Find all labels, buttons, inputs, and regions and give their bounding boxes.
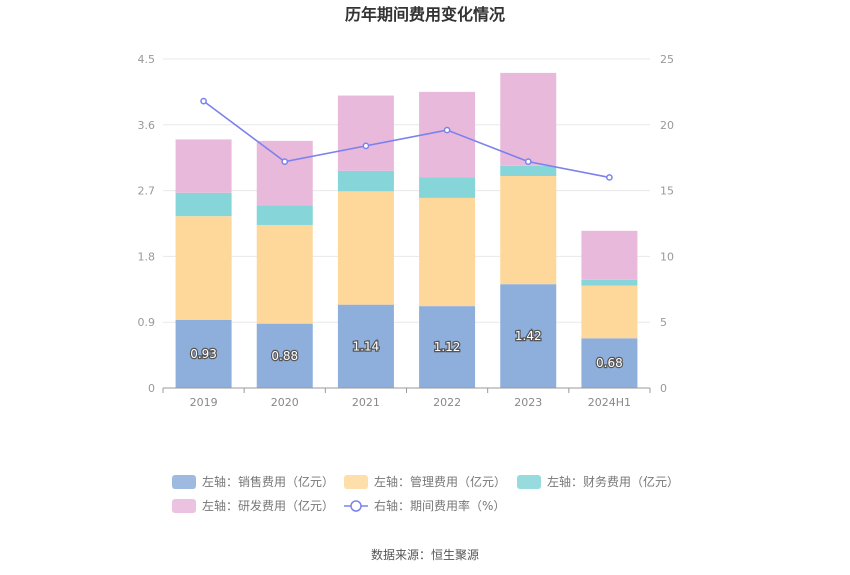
y-right-tick-label: 5 (660, 316, 667, 329)
legend-label: 左轴：研发费用（亿元） (202, 498, 334, 513)
bar-segment (337, 304, 394, 388)
data-source: 数据来源：恒生聚源 (371, 547, 479, 562)
bar-value-label: 1.12 (434, 340, 461, 354)
y-left-tick-label: 2.7 (138, 185, 156, 198)
line-point (281, 158, 289, 165)
bar-value-label: 0.88 (271, 349, 298, 363)
y-left-tick-label: 4.5 (138, 53, 156, 66)
bar-value-label: 1.14 (353, 339, 380, 353)
line-point (443, 126, 451, 134)
line-point (362, 142, 370, 150)
bar-value-label: 0.68 (596, 356, 623, 370)
x-tick-label: 2022 (433, 396, 461, 409)
bar-segment (500, 284, 557, 388)
y-right-tick-label: 15 (660, 185, 674, 198)
bar-segment (500, 165, 557, 176)
legend-swatch (172, 499, 196, 513)
y-right-tick-label: 25 (660, 53, 674, 66)
chart-title: 历年期间费用变化情况 (345, 5, 505, 24)
bar-segment (256, 140, 313, 206)
legend-swatch (344, 475, 368, 489)
x-tick-label: 2021 (352, 396, 380, 409)
bar-segment (419, 306, 476, 388)
bar-segment (581, 230, 638, 280)
legend-label: 左轴：财务费用（亿元） (547, 474, 679, 489)
bar-segment (175, 139, 232, 193)
bar-segment (337, 191, 394, 305)
bar-value-label: 1.42 (515, 329, 542, 343)
y-left-tick-label: 0.9 (138, 316, 156, 329)
y-left-tick-label: 1.8 (138, 250, 156, 263)
bar-segment (419, 177, 476, 198)
line-point (606, 174, 613, 181)
x-tick-label: 2024H1 (588, 396, 631, 409)
grid-layer (163, 58, 650, 323)
legend-swatch (517, 475, 541, 489)
bar-segment (175, 320, 232, 388)
labels-layer: 0.93 0.88 1.14 1.12 1.42 0.68 (189, 328, 624, 371)
legend-label: 左轴：管理费用（亿元） (374, 474, 506, 489)
bar-segment (581, 285, 638, 339)
bars-layer (175, 72, 638, 388)
bar-value-label: 0.93 (190, 347, 217, 361)
legend-swatch-marker (350, 500, 362, 512)
x-tick-label: 2023 (514, 396, 542, 409)
x-tick-label: 2019 (190, 396, 218, 409)
bar-segment (500, 175, 557, 285)
bar-segment (581, 279, 638, 286)
line-layer (200, 97, 613, 181)
line-point (524, 158, 532, 165)
legend-swatch (172, 475, 196, 489)
bar-segment (256, 224, 313, 324)
line-point (200, 97, 207, 105)
legend: 左轴：销售费用（亿元） 左轴：管理费用（亿元） 左轴：财务费用（亿元） 左轴：研发费用… (172, 474, 679, 513)
bar-segment (500, 72, 557, 166)
bar-segment (581, 338, 638, 388)
y-left-tick-label: 0 (148, 382, 155, 395)
series-line (203, 100, 610, 179)
bar-segment (256, 323, 313, 388)
y-right-tick-label: 20 (660, 119, 674, 132)
y-left-tick-label: 3.6 (138, 119, 156, 132)
bar-segment (175, 192, 232, 217)
y-right-tick-label: 10 (660, 250, 674, 263)
y-right-tick-label: 0 (660, 382, 667, 395)
legend-label: 右轴：期间费用率（%） (374, 498, 505, 513)
bar-segment (419, 91, 476, 178)
axis-layer: 0 0.9 1.8 2.7 3.6 4.5 0 5 10 15 20 25 2019 2020 2021 20… (138, 53, 675, 409)
bar-segment (337, 170, 394, 192)
legend-label: 左轴：销售费用（亿元） (202, 474, 334, 489)
x-tick-label: 2020 (271, 396, 299, 409)
bar-segment (337, 95, 394, 171)
bar-segment (256, 205, 313, 225)
bar-segment (175, 216, 232, 321)
bar-segment (419, 197, 476, 307)
